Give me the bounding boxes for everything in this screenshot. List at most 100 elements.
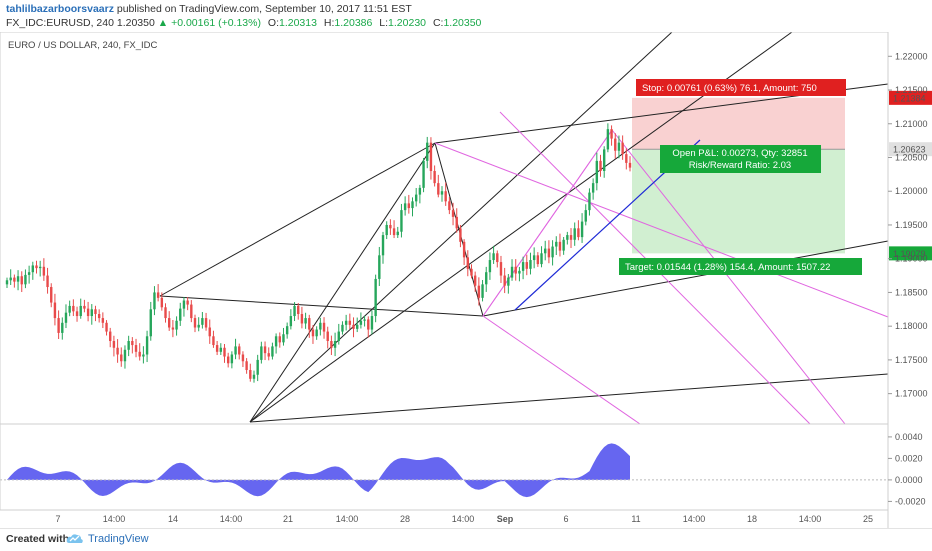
down-candle-body <box>168 318 171 328</box>
down-candle-body <box>330 341 333 348</box>
chart-area[interactable]: 1.21384 1.20623 1.19079 Stop: 0.00761 (0.63… <box>0 32 932 528</box>
down-candle-body <box>297 305 300 315</box>
price-tag-box <box>889 142 932 157</box>
time-tick-label: 14:00 <box>220 514 243 524</box>
up-candle-body <box>68 305 71 313</box>
low-value: 1.20230 <box>388 17 427 29</box>
up-candle-body <box>64 312 68 323</box>
open-label: O: <box>267 17 279 29</box>
price-tick-label: 1.19000 <box>895 254 928 264</box>
up-candle-body <box>403 203 407 211</box>
time-tick-label: 7 <box>55 514 60 524</box>
low-label: L: <box>379 17 389 29</box>
down-candle-body <box>503 275 506 286</box>
down-candle-body <box>451 210 455 217</box>
time-tick-label: 18 <box>747 514 757 524</box>
down-candle-body <box>190 304 193 319</box>
up-candle-body <box>201 318 204 325</box>
price-chart[interactable]: 1.21384 1.20623 1.19079 Stop: 0.00761 (0.63… <box>0 32 932 528</box>
up-candle-body <box>591 183 595 193</box>
chart-title: EURO / US DOLLAR, 240, FX_IDC <box>8 40 158 51</box>
pitchfork-line <box>249 32 673 423</box>
up-candle-body <box>580 221 584 238</box>
price-tick-label: 1.21500 <box>895 85 928 95</box>
down-candle-body <box>226 356 230 364</box>
pink-pitchfork-line <box>434 142 889 318</box>
up-candle-body <box>507 277 510 286</box>
up-candle-body <box>319 322 322 330</box>
price-tick-label: 1.20500 <box>895 152 928 162</box>
up-candle-body <box>282 334 285 343</box>
created-with-text: Created with <box>6 533 70 545</box>
price-tag-label: 1.20623 <box>893 145 926 155</box>
down-candle-body <box>131 341 134 346</box>
up-candle-body <box>145 336 149 355</box>
pitchfork-line <box>159 142 436 297</box>
tradingview-brand-link[interactable]: TradingView <box>88 533 149 545</box>
down-candle-body <box>278 336 281 343</box>
down-candle-body <box>245 361 248 371</box>
down-candle-body <box>160 297 164 308</box>
author-link[interactable]: tahlilbazarboorsvaarz <box>6 3 114 15</box>
up-candle-body <box>595 160 599 184</box>
up-candle-body <box>359 320 363 325</box>
oscillator-tick-label: -0.0020 <box>895 496 926 506</box>
down-candle-body <box>577 228 580 238</box>
up-candle-body <box>562 239 565 251</box>
down-candle-body <box>35 265 38 269</box>
up-candle-body <box>532 255 536 261</box>
down-candle-body <box>536 255 540 265</box>
price-tick-label: 1.17000 <box>895 389 928 399</box>
down-candle-body <box>392 228 396 236</box>
down-candle-body <box>75 311 79 317</box>
down-candle-body <box>50 287 53 303</box>
down-candle-body <box>462 241 466 258</box>
down-candle-body <box>322 322 326 332</box>
up-candle-body <box>492 253 495 261</box>
up-candle-body <box>149 309 152 337</box>
down-candle-body <box>407 203 411 209</box>
up-candle-body <box>381 235 385 256</box>
down-candle-body <box>208 327 211 337</box>
down-candle-body <box>46 275 49 288</box>
time-tick-label: 14:00 <box>683 514 706 524</box>
pitchfork-line <box>249 373 889 423</box>
up-candle-body <box>197 324 200 328</box>
up-candle-body <box>555 241 558 247</box>
down-candle-body <box>514 266 517 274</box>
down-candle-body <box>223 347 226 357</box>
up-candle-body <box>344 320 348 325</box>
down-candle-body <box>263 346 267 354</box>
up-candle-body <box>426 142 429 161</box>
pitchfork-line <box>249 142 436 423</box>
down-candle-body <box>499 262 503 276</box>
down-candle-body <box>348 320 352 325</box>
pitchfork-line <box>482 240 889 317</box>
up-candle-body <box>127 341 130 350</box>
time-tick-label: 11 <box>631 514 640 524</box>
up-candle-body <box>333 341 337 348</box>
chart-header: tahlilbazarboorsvaarz published on Tradi… <box>0 0 932 32</box>
up-candle-body <box>304 318 307 324</box>
down-candle-body <box>525 262 528 269</box>
up-candle-body <box>285 326 289 335</box>
up-candle-body <box>79 305 82 317</box>
down-candle-body <box>267 353 270 357</box>
time-tick-label: 14:00 <box>103 514 126 524</box>
down-candle-body <box>86 308 90 317</box>
down-candle-body <box>610 129 613 139</box>
down-candle-body <box>20 276 23 285</box>
pitchfork-line <box>159 295 484 317</box>
published-text: published on TradingView.com, September … <box>116 3 412 15</box>
time-tick-label: 14:00 <box>336 514 359 524</box>
close-value: 1.20350 <box>443 17 482 29</box>
down-candle-body <box>433 170 436 184</box>
down-candle-body <box>109 331 112 342</box>
symbol-text: FX_IDC:EURUSD, 240 1.20350 <box>6 17 155 29</box>
up-candle-body <box>179 308 182 321</box>
down-candle-body <box>57 318 60 333</box>
up-candle-body <box>566 235 569 240</box>
up-candle-body <box>374 278 377 317</box>
up-candle-body <box>414 194 418 202</box>
price-tag-box <box>889 90 932 105</box>
